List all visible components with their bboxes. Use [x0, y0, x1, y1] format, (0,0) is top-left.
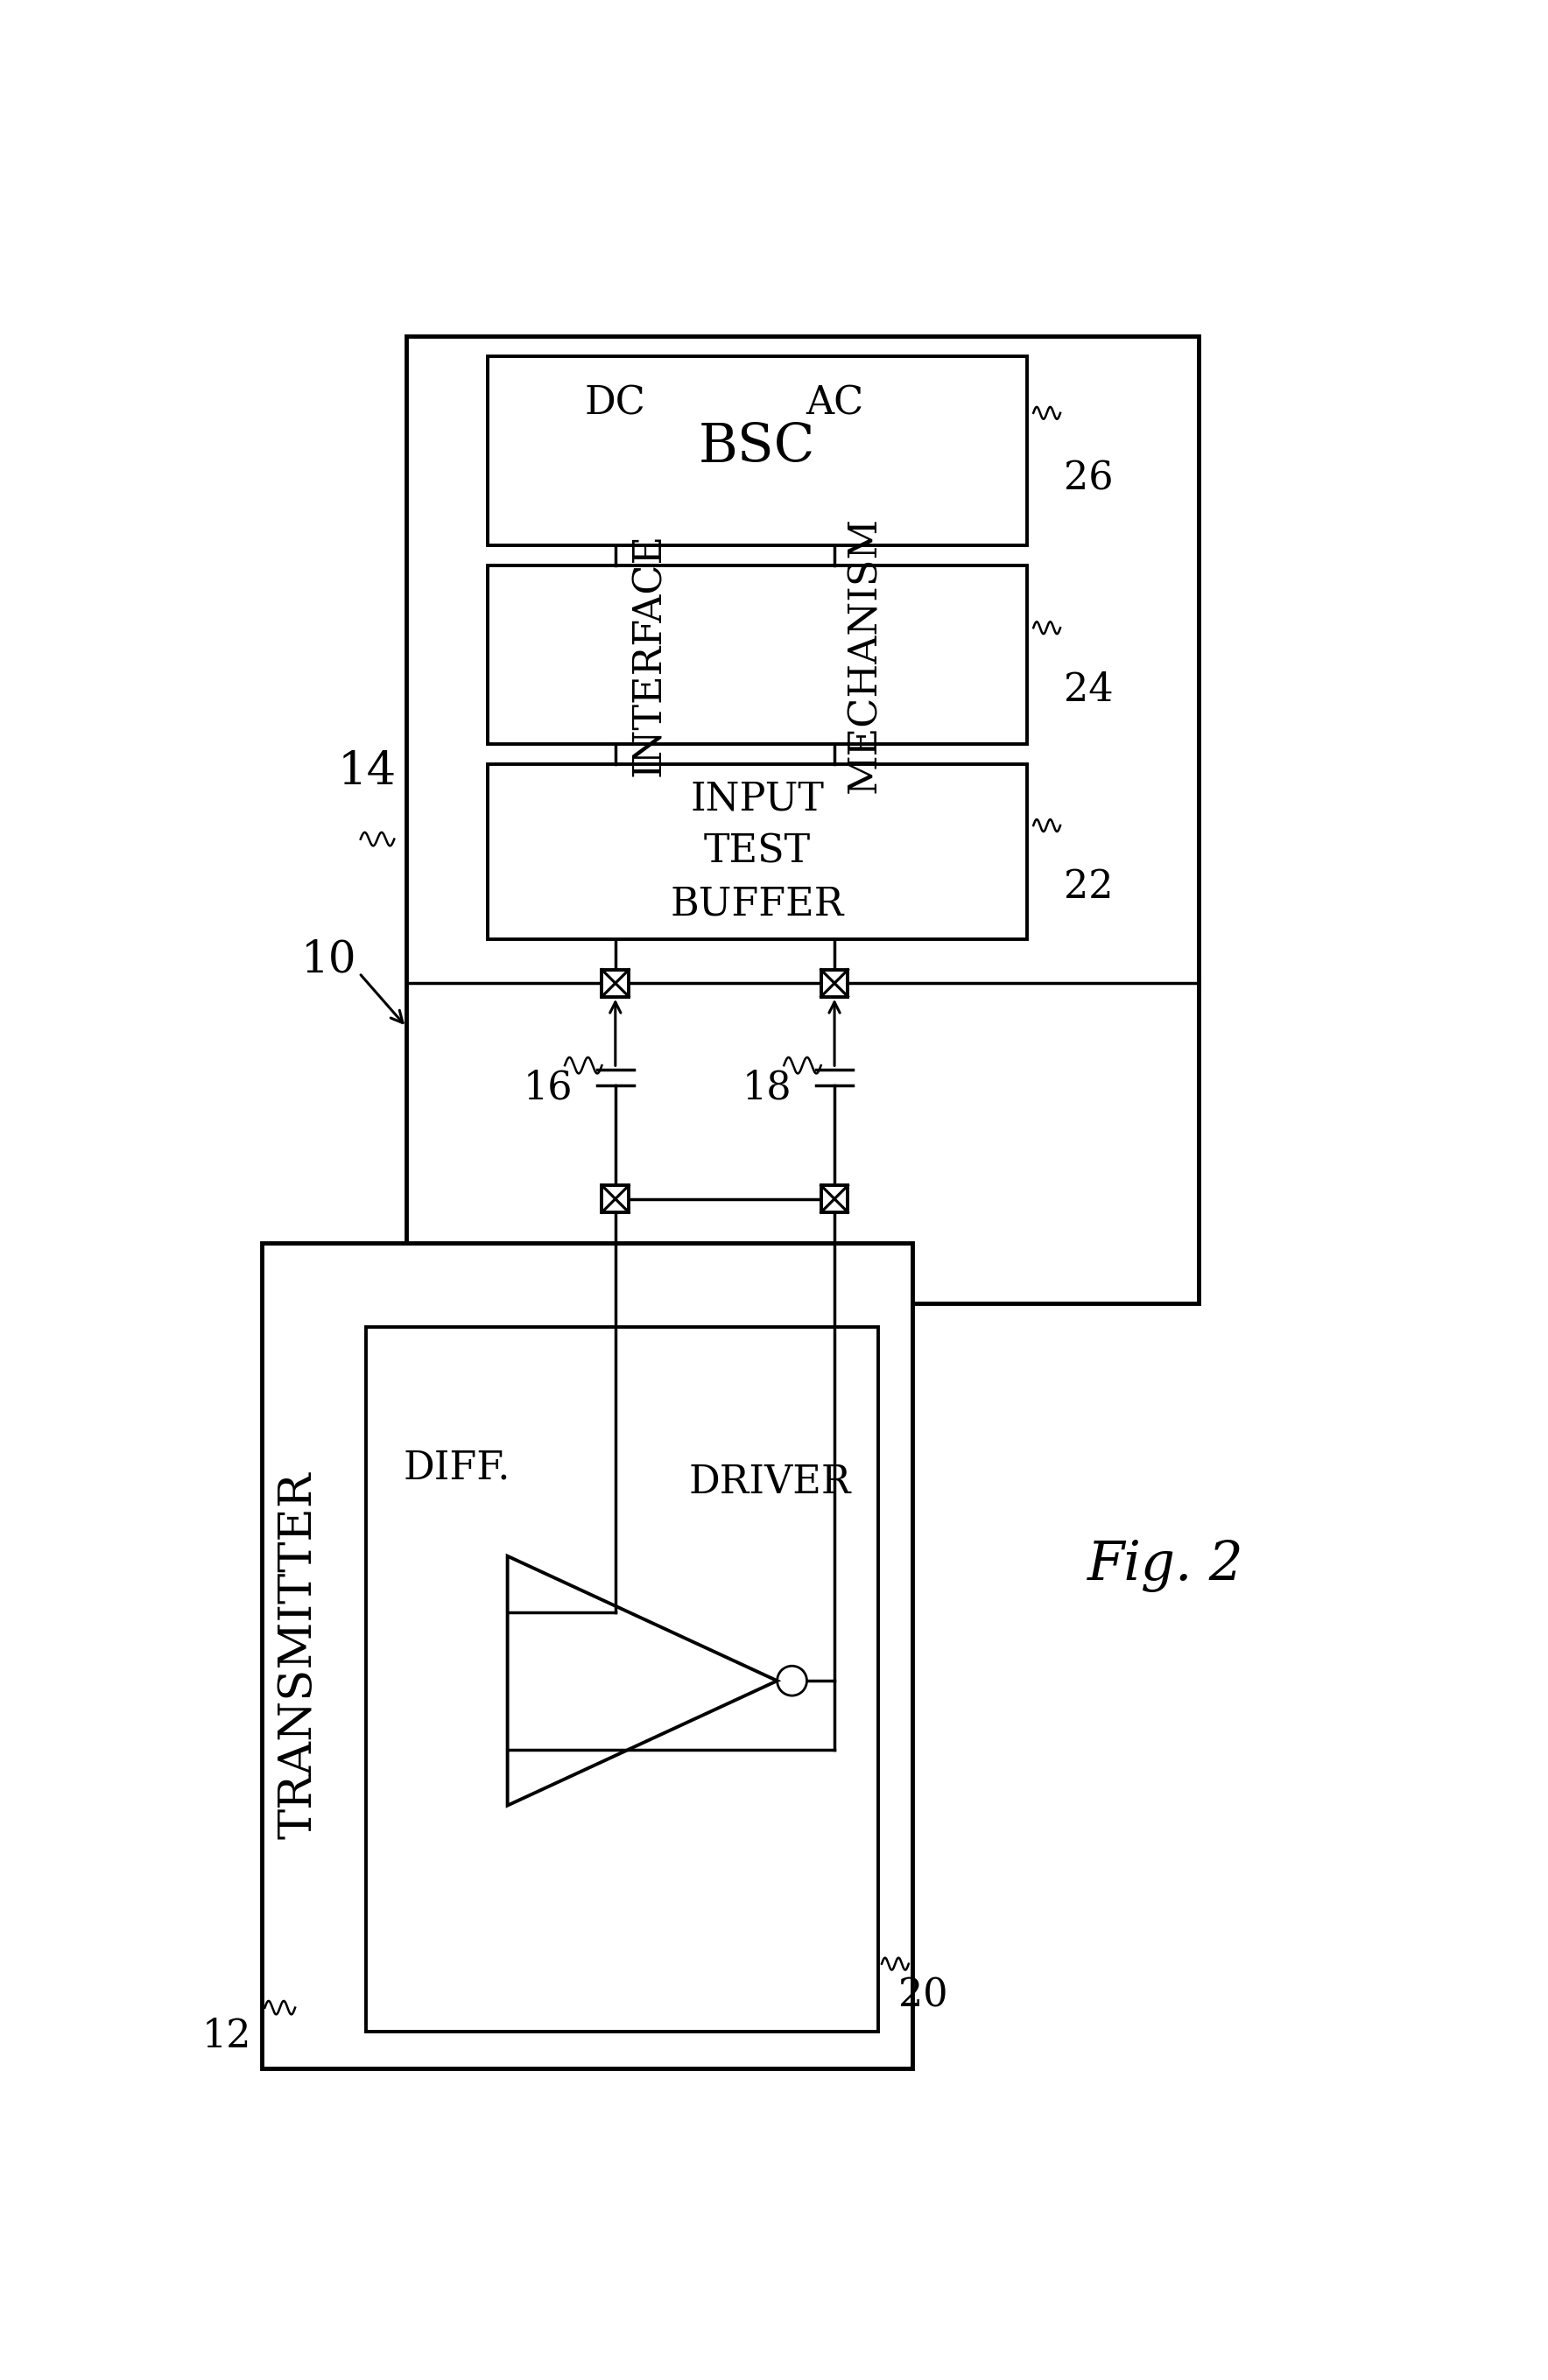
Bar: [602, 1185, 628, 1211]
Bar: [365, 1328, 878, 2030]
Text: DC: DC: [585, 386, 646, 421]
Bar: [602, 969, 628, 997]
Bar: [488, 764, 1026, 940]
Text: 24: 24: [1063, 671, 1113, 709]
Text: 14: 14: [337, 750, 396, 793]
Text: 18: 18: [743, 1069, 793, 1107]
Text: AC: AC: [805, 386, 864, 421]
Text: Fig. 2: Fig. 2: [1087, 1540, 1243, 1592]
Text: 20: 20: [898, 1978, 947, 2013]
Text: INPUT
TEST
BUFFER: INPUT TEST BUFFER: [670, 781, 844, 923]
Bar: [820, 1185, 848, 1211]
Text: INTERFACE: INTERFACE: [630, 533, 669, 776]
Text: TRANSMITTER: TRANSMITTER: [276, 1471, 320, 1840]
Text: 26: 26: [1063, 459, 1113, 497]
Text: BSC: BSC: [698, 421, 816, 474]
Text: MECHANISM: MECHANISM: [845, 516, 884, 793]
Text: 12: 12: [201, 2018, 251, 2054]
Bar: [407, 336, 1198, 1304]
Bar: [488, 357, 1026, 545]
Text: 16: 16: [523, 1069, 573, 1107]
Text: DRIVER: DRIVER: [689, 1464, 851, 1502]
Bar: [820, 969, 848, 997]
Bar: [262, 1242, 912, 2068]
Text: 10: 10: [300, 938, 356, 981]
Text: 22: 22: [1063, 869, 1113, 907]
Text: DIFF.: DIFF.: [402, 1449, 511, 1488]
Bar: [488, 566, 1026, 745]
